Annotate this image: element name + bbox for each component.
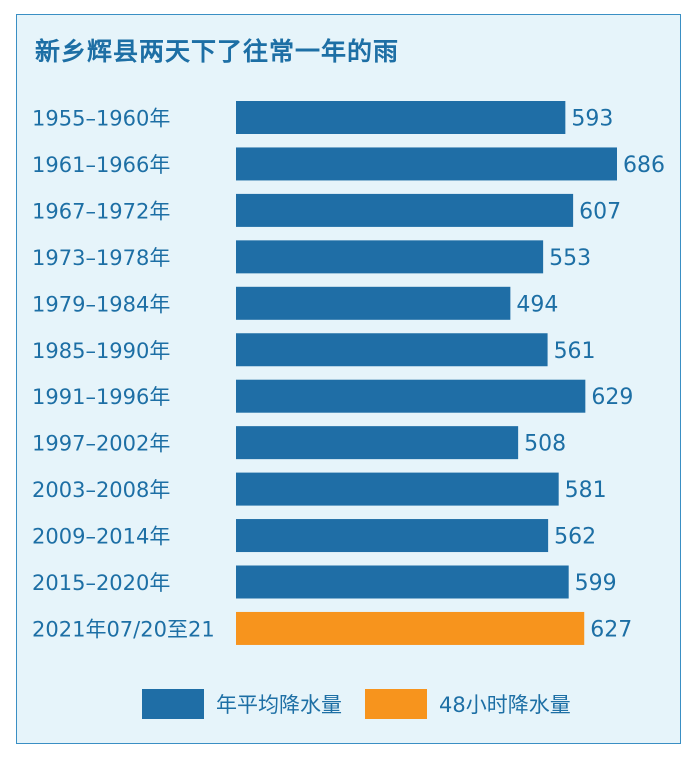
bar-annual — [236, 147, 617, 181]
value-label: 562 — [554, 525, 596, 550]
bar-annual — [236, 193, 574, 227]
value-label: 686 — [623, 153, 665, 178]
category-label: 2009–2014年 — [32, 525, 170, 549]
value-label: 508 — [524, 432, 566, 457]
chart-title: 新乡辉县两天下了往常一年的雨 — [35, 37, 400, 66]
category-label: 1973–1978年 — [32, 246, 170, 270]
category-label: 1961–1966年 — [32, 153, 170, 177]
legend-label-annual: 年平均降水量 — [216, 693, 342, 717]
value-label: 599 — [575, 571, 617, 596]
value-label: 581 — [565, 478, 607, 503]
value-label: 494 — [516, 292, 558, 317]
category-label: 1985–1990年 — [32, 339, 170, 363]
category-label: 1967–1972年 — [32, 199, 170, 223]
value-label: 629 — [591, 385, 633, 410]
value-label: 607 — [579, 199, 621, 224]
bar-annual — [236, 426, 519, 460]
bar-annual — [236, 101, 566, 134]
bar-annual — [236, 240, 544, 274]
category-label: 1997–2002年 — [32, 432, 170, 456]
bar-annual — [236, 379, 586, 413]
bar-48h — [236, 611, 585, 645]
legend-swatch-annual — [142, 689, 204, 719]
value-label: 627 — [590, 617, 632, 642]
value-label: 561 — [554, 339, 596, 364]
category-label: 1955–1960年 — [32, 107, 170, 131]
category-label: 2003–2008年 — [32, 478, 170, 502]
category-label: 1979–1984年 — [32, 292, 170, 316]
bar-annual — [236, 333, 548, 367]
bar-annual — [236, 286, 511, 320]
value-label: 593 — [571, 107, 613, 132]
category-label: 2021年07/20至21 — [32, 617, 215, 641]
legend-label-48h: 48小时降水量 — [439, 693, 571, 717]
value-label: 553 — [549, 246, 591, 271]
category-label: 1991–1996年 — [32, 385, 170, 409]
bar-annual — [236, 519, 549, 553]
legend-swatch-48h — [365, 689, 427, 719]
bar-annual — [236, 472, 559, 506]
category-label: 2015–2020年 — [32, 571, 170, 595]
bar-annual — [236, 565, 569, 599]
